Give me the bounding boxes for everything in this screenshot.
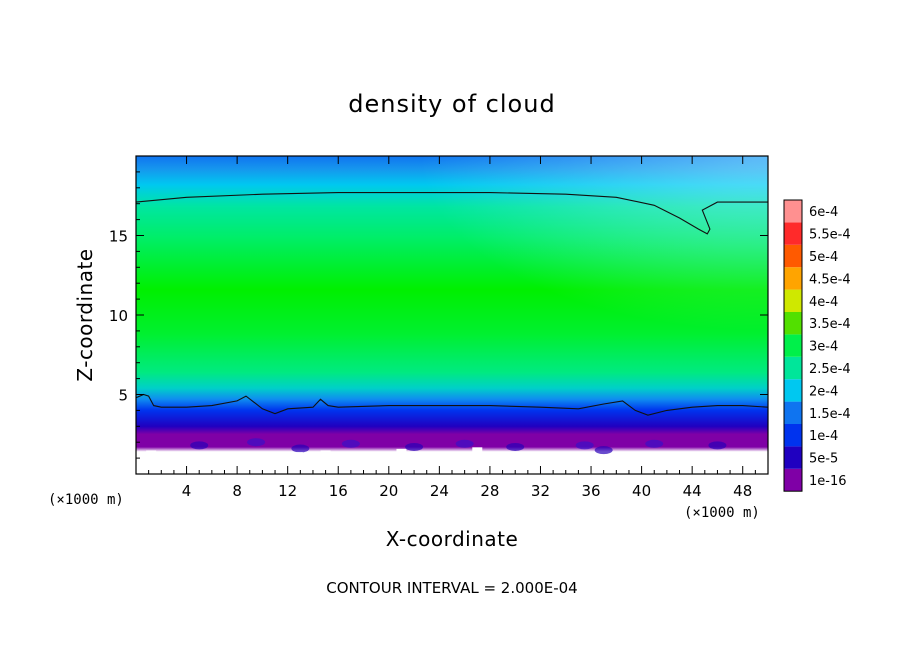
surface-patch	[645, 439, 664, 448]
colorbar-label: 6e-4	[809, 205, 838, 220]
y-tick-label: 5	[118, 387, 128, 405]
contour-interval-note: CONTOUR INTERVAL = 2.000E-04	[326, 579, 577, 597]
upper-right-fade	[136, 156, 768, 474]
y-axis-label: Z-coordinate	[73, 248, 97, 381]
x-tick-label: 20	[379, 482, 398, 500]
plot-area	[136, 156, 768, 474]
colorbar-label: 1.5e-4	[809, 407, 851, 422]
colorbar-label: 1e-4	[809, 429, 838, 444]
y-axis: 5 10 15	[109, 171, 768, 459]
surface-gap	[472, 447, 483, 456]
surface-patch	[455, 439, 474, 448]
surface-gap	[146, 450, 157, 459]
contour-lines	[136, 192, 768, 416]
colorbar-swatch	[784, 356, 802, 380]
colorbar-label: 3.5e-4	[809, 317, 851, 332]
colorbar-swatch	[784, 267, 802, 290]
colorbar-label: 5e-5	[809, 452, 838, 467]
x-tick-label: 12	[278, 482, 297, 500]
colorbar-swatch	[784, 424, 802, 447]
colorbar-swatch	[784, 312, 802, 335]
colorbar-frame	[783, 199, 803, 492]
colorbar: 1e-16 5e-5 1e-4 1.5e-4 2e-4 2.5e-4 3e-4 3.5e-4 4…	[783, 199, 851, 492]
surface-patch	[190, 441, 209, 450]
colorbar-label: 4e-4	[809, 295, 838, 310]
surface-patch	[405, 442, 424, 451]
x-tick-label: 44	[683, 482, 702, 500]
colorbar-swatch	[784, 334, 802, 357]
surface-gap	[292, 452, 303, 461]
surface-texture	[146, 438, 727, 465]
surface-gap	[320, 450, 331, 459]
x-axis-label: X-coordinate	[386, 527, 519, 551]
colorbar-label: 5.5e-4	[809, 228, 851, 243]
colorbar-swatch	[784, 200, 802, 223]
x-tick-label: 16	[329, 482, 348, 500]
colorbar-swatch	[784, 468, 802, 492]
x-axis: 4 8 12 16 20 24 28 32 36 40 44 48	[148, 156, 756, 500]
colorbar-label: 2.5e-4	[809, 362, 851, 377]
colorbar-label: 5e-4	[809, 250, 838, 265]
x-tick-label: 24	[430, 482, 449, 500]
colorbar-label: 3e-4	[809, 340, 838, 355]
x-tick-label: 32	[531, 482, 550, 500]
surface-patch	[506, 442, 525, 451]
colorbar-swatch	[784, 446, 802, 469]
x-tick-label: 4	[182, 482, 192, 500]
y-tick-label: 15	[109, 228, 128, 246]
surface-patch	[291, 444, 310, 453]
colorbar-swatch	[784, 244, 802, 268]
colorbar-swatch	[784, 289, 802, 312]
surface-gap	[171, 456, 182, 465]
colorbar-swatch	[784, 222, 802, 245]
surface-patch	[341, 439, 360, 448]
surface-patch	[247, 438, 266, 447]
contour-line-bottom	[136, 393, 768, 416]
contour-line-top	[136, 192, 768, 235]
x-tick-label: 8	[232, 482, 242, 500]
colorbar-swatch	[784, 379, 802, 402]
colorbar-label: 4.5e-4	[809, 272, 851, 287]
surface-gap	[396, 448, 407, 457]
x-unit-left: (×1000 m)	[48, 492, 124, 508]
x-unit-right: (×1000 m)	[684, 505, 760, 521]
surface-gap	[276, 452, 287, 461]
surface-patch	[708, 441, 727, 450]
x-tick-label: 48	[733, 482, 752, 500]
y-tick-label: 10	[109, 307, 128, 325]
colorbar-swatch	[784, 401, 802, 424]
chart-title: density of cloud	[348, 90, 555, 118]
colorbar-label: 1e-16	[809, 474, 847, 489]
x-tick-label: 36	[581, 482, 600, 500]
surface-patch	[594, 446, 613, 455]
x-tick-label: 28	[480, 482, 499, 500]
surface-patch	[575, 441, 594, 450]
x-tick-label: 40	[632, 482, 651, 500]
colorbar-label: 2e-4	[809, 384, 838, 399]
